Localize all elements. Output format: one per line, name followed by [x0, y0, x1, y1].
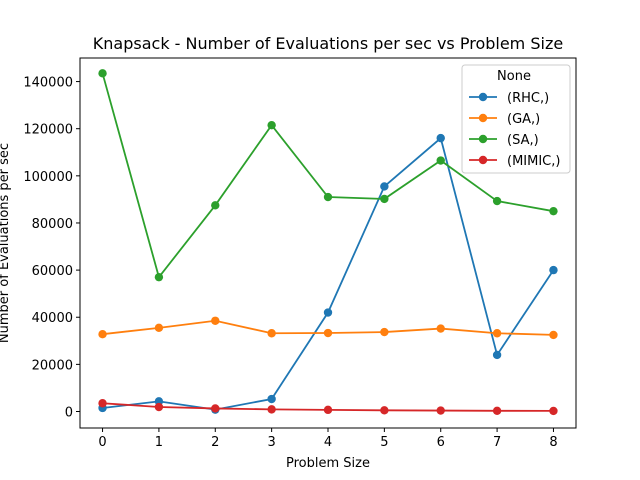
data-point-sa [98, 69, 107, 78]
x-tick-label: 1 [155, 435, 163, 450]
data-point-ga [380, 327, 389, 337]
legend-swatch-marker [478, 113, 488, 123]
data-point-ga [436, 324, 445, 333]
y-tick-label: 0 [65, 406, 73, 421]
data-point-sa [211, 201, 220, 210]
data-point-mimic [98, 399, 107, 408]
y-axis-title: Number of Evaluations per sec [0, 143, 12, 343]
legend-swatch-marker [478, 134, 488, 144]
data-point-sa [154, 272, 164, 282]
data-point-sa [323, 192, 333, 202]
data-point-sa [267, 120, 276, 130]
data-point-rhc [267, 394, 276, 404]
legend-label: (RHC,) [507, 91, 549, 106]
legend-swatch-marker [478, 92, 488, 102]
data-point-ga [154, 323, 164, 333]
data-point-ga [549, 330, 558, 340]
data-point-mimic [267, 405, 276, 414]
data-point-sa [436, 156, 445, 165]
data-point-rhc [436, 133, 445, 143]
data-point-sa [549, 206, 558, 216]
data-point-mimic [323, 405, 333, 415]
legend-label: (SA,) [507, 133, 539, 148]
data-point-mimic [549, 406, 558, 416]
x-tick-label: 5 [380, 435, 388, 450]
y-tick-label: 40000 [32, 311, 73, 326]
x-tick-label: 8 [549, 435, 557, 450]
plot-area: 0 1 2 3 4 5 6 7 8 0 20000 40000 60000 80000 100000 1200… [23, 57, 577, 450]
data-point-mimic [436, 406, 445, 415]
y-tick-label: 120000 [23, 123, 73, 138]
y-tick-label: 80000 [32, 217, 73, 232]
data-point-ga [267, 329, 276, 338]
x-tick-label: 0 [98, 435, 106, 450]
data-point-ga [98, 330, 107, 339]
data-point-sa [492, 196, 502, 206]
x-tick-label: 4 [324, 435, 332, 450]
y-tick-label: 60000 [32, 264, 73, 279]
data-point-mimic [492, 406, 502, 415]
x-tick-label: 3 [267, 435, 275, 450]
x-axis-title: Problem Size [286, 456, 370, 471]
legend-title: None [497, 69, 531, 84]
data-point-rhc [549, 265, 558, 275]
legend-label: (GA,) [507, 112, 540, 127]
y-tick-label: 20000 [32, 358, 73, 373]
data-point-rhc [323, 308, 333, 317]
data-point-ga [211, 316, 220, 325]
data-point-mimic [154, 402, 164, 412]
data-point-rhc [380, 182, 389, 191]
data-point-mimic [380, 406, 389, 415]
y-tick-label: 140000 [23, 76, 73, 91]
data-point-ga [492, 329, 502, 338]
legend: None (RHC,) (GA,) (SA,) (MIMIC,) [461, 64, 571, 174]
legend-label: (MIMIC,) [507, 154, 560, 169]
legend-box [461, 64, 571, 174]
data-point-rhc [492, 350, 502, 360]
x-tick-label: 7 [493, 435, 501, 450]
data-point-sa [380, 194, 389, 204]
y-tick-label: 100000 [23, 170, 73, 185]
data-point-ga [323, 328, 333, 338]
chart-title: Knapsack - Number of Evaluations per sec… [93, 34, 563, 53]
legend-swatch-marker [478, 155, 488, 165]
x-tick-label: 6 [437, 435, 445, 450]
x-tick-label: 2 [211, 435, 219, 450]
data-point-mimic [211, 404, 220, 413]
